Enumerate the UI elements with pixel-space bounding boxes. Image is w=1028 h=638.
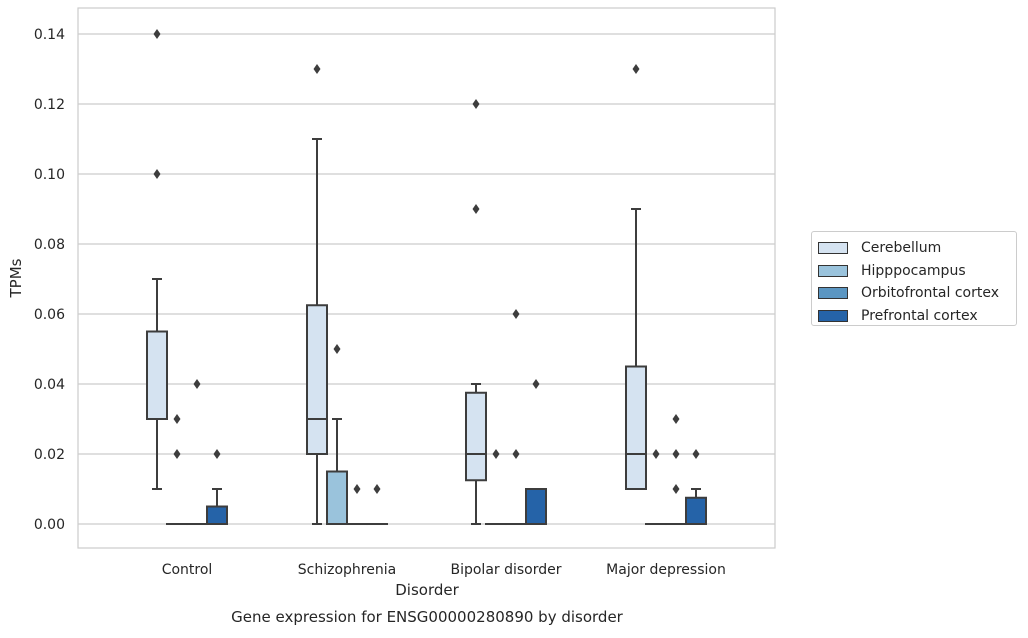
y-tick-label: 0.12 [34,97,65,113]
legend-item: Hipppocampus [818,260,1016,283]
box-body [207,507,227,525]
box-body [327,472,347,525]
box-body [526,489,546,524]
legend-item: Prefrontal cortex [818,305,1016,328]
legend-label: Cerebellum [861,240,941,256]
legend-swatch [818,242,848,254]
legend-label: Orbitofrontal cortex [861,285,999,301]
legend-swatch [818,287,848,299]
y-tick-label: 0.00 [34,517,65,533]
legend-swatch [818,310,848,322]
x-axis-label: Disorder [395,581,459,599]
x-tick-label: Control [162,562,213,578]
box-body [466,393,486,481]
x-tick-label: Schizophrenia [298,562,396,578]
chart-title: Gene expression for ENSG00000280890 by d… [231,608,624,626]
y-tick-label: 0.04 [34,377,65,393]
x-tick-label: Bipolar disorder [450,562,561,578]
box-body [307,305,327,454]
x-tick-labels: Control Schizophrenia Bipolar disorder Majo… [162,562,726,578]
y-axis-label: TPMs [7,258,25,298]
y-tick-label: 0.06 [34,307,65,323]
y-tick-label: 0.10 [34,167,65,183]
box-body [686,498,706,524]
legend: Cerebellum Hipppocampus Orbitofrontal cort… [811,231,1017,326]
legend-item: Orbitofrontal cortex [818,282,1016,305]
legend-label: Prefrontal cortex [861,308,978,324]
box-body [626,367,646,490]
y-tick-label: 0.02 [34,447,65,463]
box-body [147,332,167,420]
y-tick-label: 0.08 [34,237,65,253]
legend-item: Cerebellum [818,237,1016,260]
legend-label: Hipppocampus [861,263,966,279]
x-tick-label: Major depression [606,562,726,578]
plot-area [78,8,775,548]
y-tick-label: 0.14 [34,27,65,43]
y-tick-labels: 0.00 0.02 0.04 0.06 0.08 0.10 0.12 0.14 [34,27,65,533]
legend-swatch [818,265,848,277]
